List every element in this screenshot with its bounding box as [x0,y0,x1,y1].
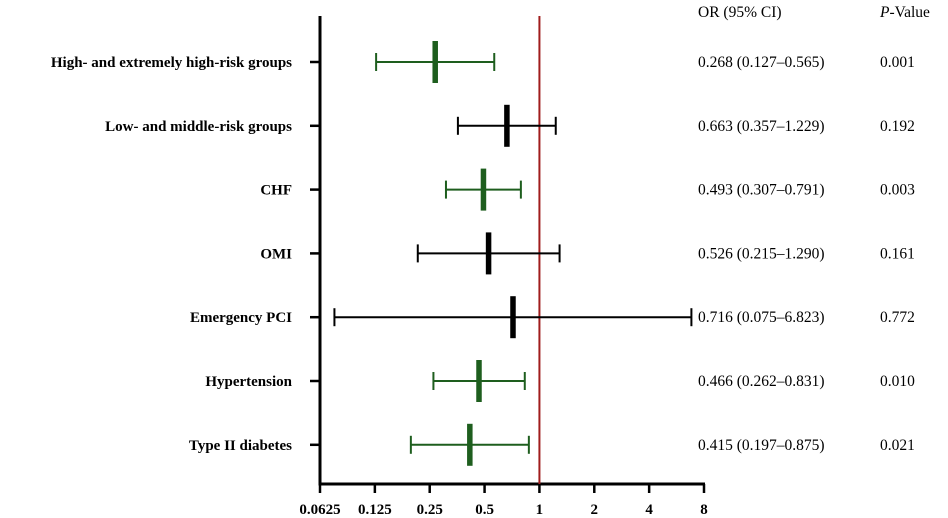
x-tick-label: 1 [536,502,544,518]
row-label: Type II diabetes [189,438,292,454]
or-estimate-marker [476,360,482,402]
or-ci-value: 0.716 (0.075–6.823) [698,309,825,326]
p-value: 0.161 [880,245,915,262]
x-tick-label: 8 [700,502,708,518]
forest-row: Emergency PCI 0.716 (0.075–6.823) 0.772 [190,296,915,339]
x-tick-label: 0.25 [417,502,443,518]
axes: 0.0625 0.125 0.25 0.5 1 2 4 8 [299,16,708,518]
row-label: OMI [260,246,292,262]
p-value-header-p: P [879,4,890,21]
or-estimate-marker [480,168,487,211]
x-tick-label: 4 [645,502,653,518]
x-tick-label: 0.0625 [299,502,340,518]
p-value: 0.021 [880,437,915,454]
p-value-header-suffix: -Value [889,4,930,21]
or-ci-value: 0.415 (0.197–0.875) [698,437,825,454]
x-tick-label: 0.5 [475,502,494,518]
p-value: 0.772 [880,309,915,326]
row-label: High- and extremely high-risk groups [51,55,292,71]
column-headers: OR (95% CI) P-Value [698,4,930,21]
row-label: CHF [260,183,292,199]
or-ci-value: 0.466 (0.262–0.831) [698,373,825,390]
forest-row: Low- and middle-risk groups 0.663 (0.357–… [105,104,915,147]
or-estimate-marker [485,232,492,275]
or-ci-value: 0.493 (0.307–0.791) [698,182,825,199]
p-value: 0.010 [880,373,915,390]
or-estimate-marker [504,104,510,147]
rows: High- and extremely high-risk groups 0.26… [51,41,915,466]
or-estimate-marker [510,296,516,339]
forest-row: High- and extremely high-risk groups 0.26… [51,41,915,83]
forest-row: OMI 0.526 (0.215–1.290) 0.161 [260,232,915,275]
p-value: 0.192 [880,118,915,135]
forest-row: CHF 0.493 (0.307–0.791) 0.003 [260,168,915,211]
or-ci-value: 0.268 (0.127–0.565) [698,54,825,71]
row-label: Low- and middle-risk groups [105,119,292,135]
x-tick-label: 2 [591,502,599,518]
p-value: 0.003 [880,182,915,199]
p-value-header: P-Value [879,4,930,21]
p-value: 0.001 [880,54,915,71]
row-label: Hypertension [205,374,292,390]
x-tick-label: 0.125 [358,502,392,518]
row-label: Emergency PCI [190,310,292,326]
or-estimate-marker [432,41,438,83]
or-estimate-marker [467,423,473,466]
or-ci-value: 0.663 (0.357–1.229) [698,118,825,135]
or-ci-value: 0.526 (0.215–1.290) [698,245,825,262]
or-ci-header: OR (95% CI) [698,4,782,21]
forest-row: Type II diabetes 0.415 (0.197–0.875) 0.021 [189,423,915,466]
forest-row: Hypertension 0.466 (0.262–0.831) 0.010 [205,360,915,402]
